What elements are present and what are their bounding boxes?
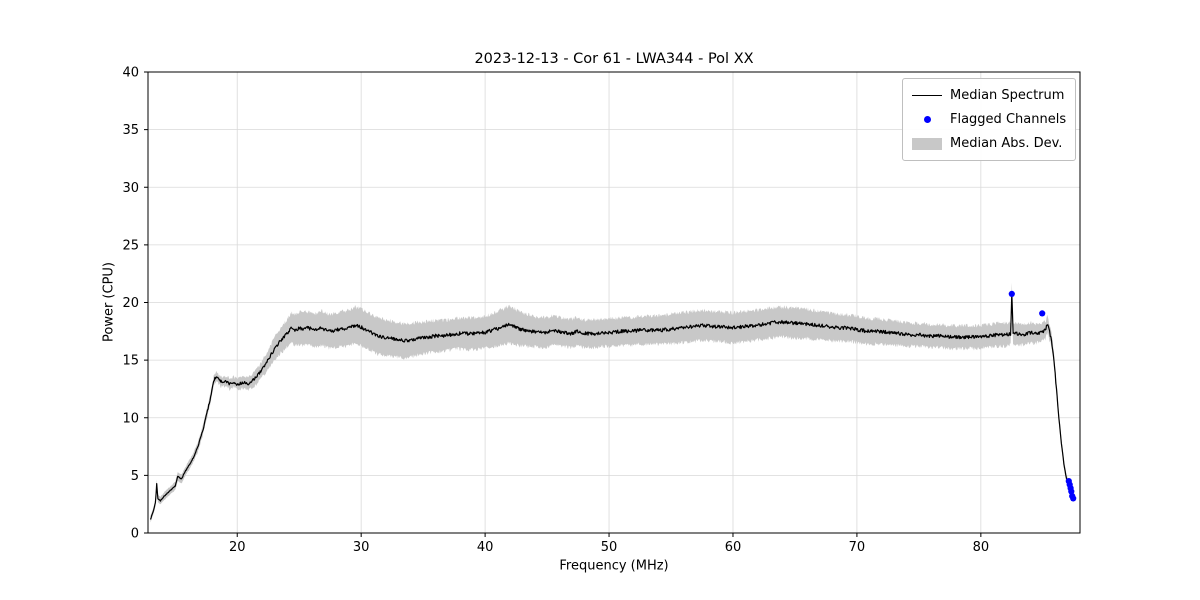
flagged-points: [1008, 290, 1077, 502]
y-tick-label: 20: [122, 296, 139, 311]
y-tick-label: 0: [131, 527, 139, 542]
flagged-point: [1068, 488, 1075, 495]
flagged-point: [1039, 310, 1046, 317]
x-tick-label: 70: [849, 540, 866, 555]
x-tick-label: 50: [601, 540, 618, 555]
x-tick-label: 60: [725, 540, 742, 555]
x-tick-label: 80: [973, 540, 990, 555]
x-tick-label: 40: [477, 540, 494, 555]
x-tick-label: 30: [353, 540, 370, 555]
legend-item-mad: Median Abs. Dev.: [912, 134, 1066, 153]
flagged-point: [1070, 495, 1077, 502]
mad-patch-sample-icon: [912, 137, 942, 150]
legend-item-flagged-channels: Flagged Channels: [912, 110, 1066, 129]
median-line: [149, 292, 1075, 520]
mad-band: [150, 282, 1074, 523]
y-tick-label: 40: [122, 66, 139, 81]
y-tick-label: 10: [122, 411, 139, 426]
y-tick-label: 25: [122, 238, 139, 253]
y-tick-label: 15: [122, 354, 139, 369]
legend-label-mad: Median Abs. Dev.: [950, 136, 1063, 151]
y-tick-label: 5: [131, 469, 139, 484]
chart-title: 2023-12-13 - Cor 61 - LWA344 - Pol XX: [474, 51, 754, 67]
grid-lines: [148, 71, 1080, 534]
y-axis-label: Power (CPU): [101, 261, 117, 343]
flagged-point: [1008, 290, 1015, 297]
tick-labels: 20 30 40 50 60 70 80 0 5 10 15 20 25 30 35 40: [122, 66, 989, 556]
y-tick-label: 35: [122, 123, 139, 138]
legend-label-flagged-channels: Flagged Channels: [950, 112, 1067, 127]
x-tick-label: 20: [229, 540, 246, 555]
flagged-dot-sample-icon: [912, 116, 942, 123]
y-tick-label: 30: [122, 181, 139, 196]
legend-label-median-spectrum: Median Spectrum: [950, 88, 1065, 103]
median-line-sample-icon: [912, 95, 942, 96]
legend-item-median-spectrum: Median Spectrum: [912, 86, 1066, 105]
x-axis-label: Frequency (MHz): [559, 558, 669, 574]
ticks: [144, 71, 982, 537]
legend: Median Spectrum Flagged Channels Median …: [902, 78, 1076, 161]
